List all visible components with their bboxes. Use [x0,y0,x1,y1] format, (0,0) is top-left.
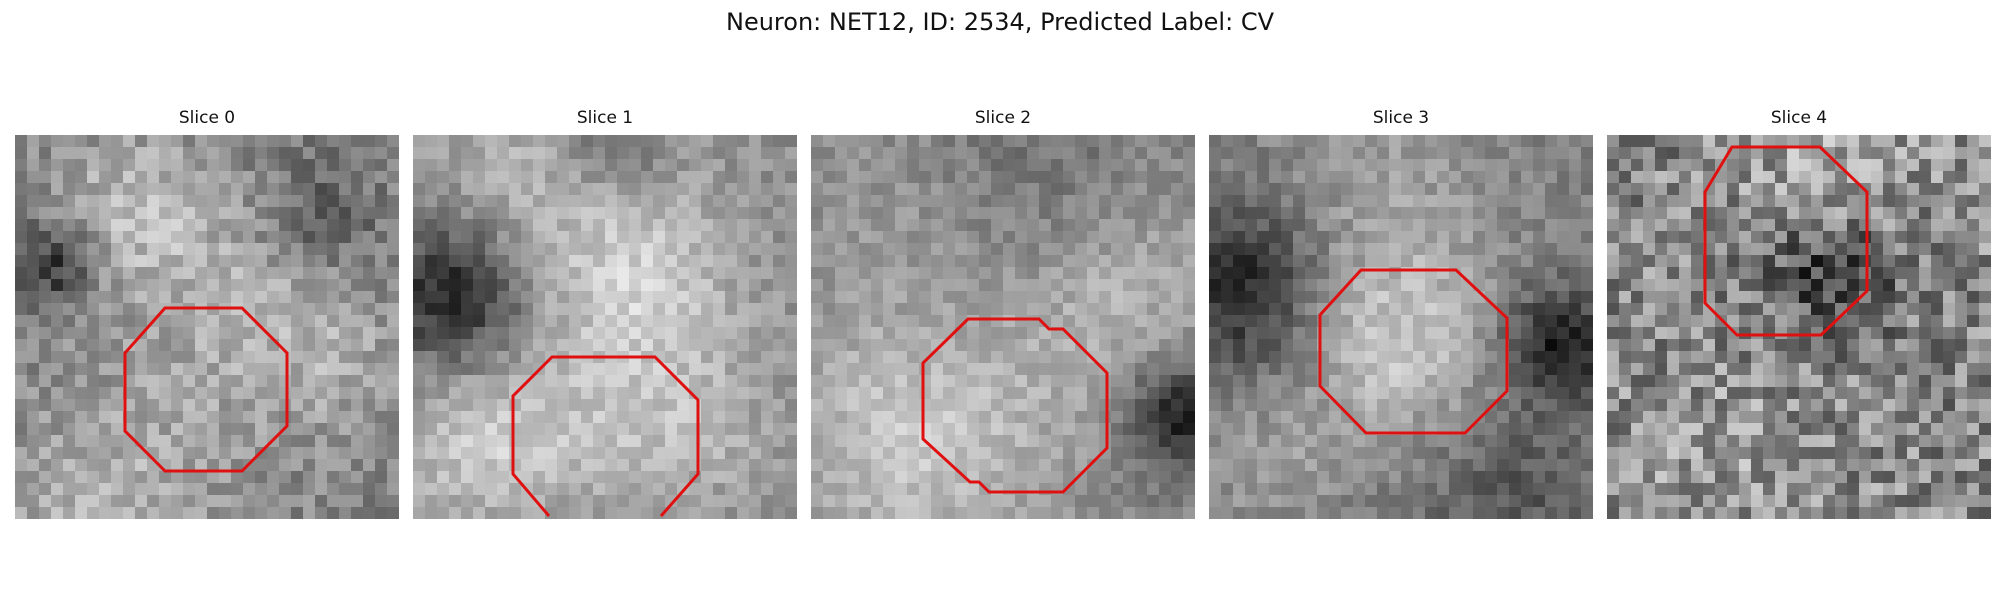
slice-title-1: Slice 1 [576,108,634,128]
slice-image-3 [1209,135,1593,519]
slice-image-1 [413,135,797,519]
microscopy-grayscale-image [15,135,399,519]
slice-title-3: Slice 3 [1372,108,1430,128]
roi-outline [1703,145,1869,337]
roi-outline [1318,268,1509,435]
microscopy-grayscale-image [413,135,797,519]
slice-title-0: Slice 0 [178,108,236,128]
roi-outline [511,355,700,517]
roi-outline [921,317,1109,494]
microscopy-grayscale-image [1209,135,1593,519]
microscopy-grayscale-image [1607,135,1991,519]
slice-title-4: Slice 4 [1770,108,1828,128]
figure-title: Neuron: NET12, ID: 2534, Predicted Label… [726,8,1274,36]
slice-title-2: Slice 2 [974,108,1032,128]
slice-image-2 [811,135,1195,519]
slice-image-0 [15,135,399,519]
roi-outline [123,306,289,473]
slice-image-4 [1607,135,1991,519]
microscopy-grayscale-image [811,135,1195,519]
